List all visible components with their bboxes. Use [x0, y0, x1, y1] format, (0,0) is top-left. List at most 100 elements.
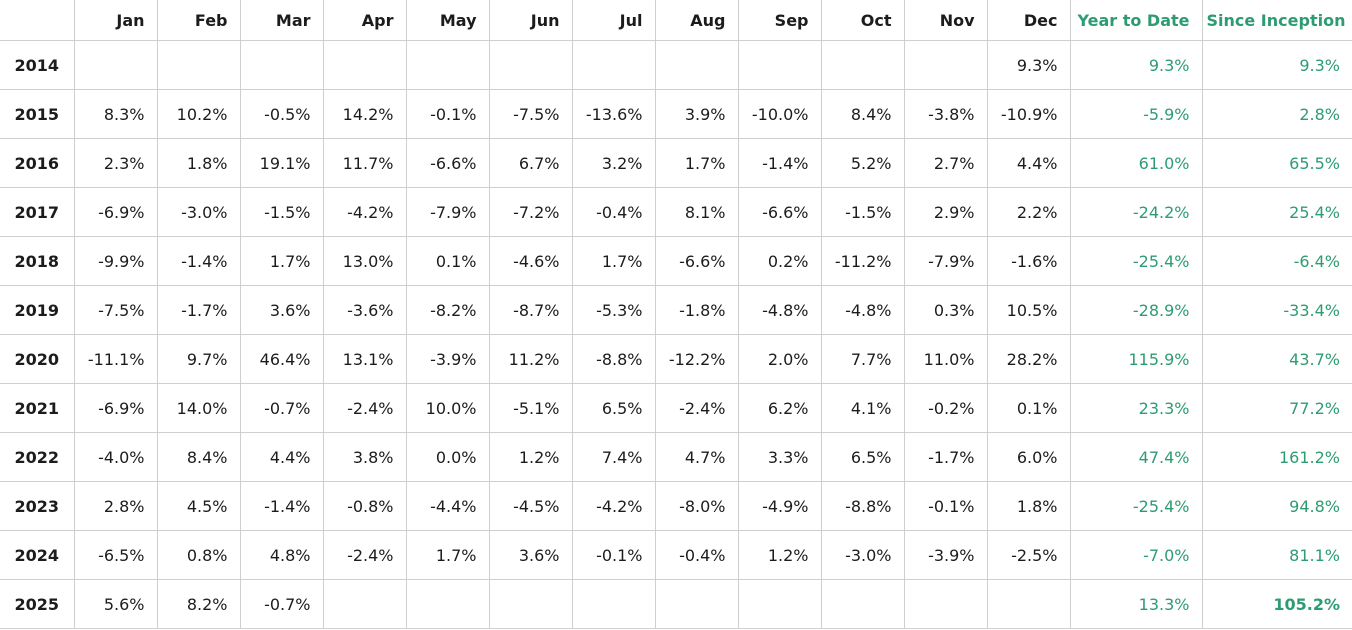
- cell-mar: 1.7%: [239, 236, 324, 286]
- cell-jan: [73, 40, 158, 90]
- header-jan: Jan: [73, 0, 158, 41]
- cell-year-to-date: -24.2%: [1069, 187, 1203, 237]
- year-cell: 2019: [0, 285, 75, 335]
- cell-year-to-date: -25.4%: [1069, 236, 1203, 286]
- cell-since-inception: -33.4%: [1201, 285, 1352, 335]
- year-cell: 2016: [0, 138, 75, 188]
- cell-apr: 13.1%: [322, 334, 407, 384]
- cell-feb: [156, 40, 241, 90]
- cell-dec: 1.8%: [986, 481, 1071, 531]
- cell-dec: 0.1%: [986, 383, 1071, 433]
- cell-since-inception: 9.3%: [1201, 40, 1352, 90]
- cell-sep: -6.6%: [737, 187, 822, 237]
- cell-feb: -1.7%: [156, 285, 241, 335]
- cell-jan: 5.6%: [73, 579, 158, 629]
- cell-oct: 8.4%: [820, 89, 905, 139]
- table-row: 2023 2.8% 4.5% -1.4% -0.8% -4.4% -4.5% -4.2% -8.…: [0, 481, 1352, 531]
- cell-sep: 6.2%: [737, 383, 822, 433]
- cell-apr: -0.8%: [322, 481, 407, 531]
- cell-dec: 6.0%: [986, 432, 1071, 482]
- cell-mar: 19.1%: [239, 138, 324, 188]
- cell-jun: -5.1%: [488, 383, 573, 433]
- cell-aug: -2.4%: [654, 383, 739, 433]
- cell-since-inception: -6.4%: [1201, 236, 1352, 286]
- cell-aug: 3.9%: [654, 89, 739, 139]
- cell-may: -4.4%: [405, 481, 490, 531]
- year-cell: 2014: [0, 40, 75, 90]
- cell-apr: [322, 40, 407, 90]
- year-cell: 2015: [0, 89, 75, 139]
- cell-mar: -0.5%: [239, 89, 324, 139]
- cell-feb: 1.8%: [156, 138, 241, 188]
- cell-year-to-date: 61.0%: [1069, 138, 1203, 188]
- cell-jul: -0.1%: [571, 530, 656, 580]
- year-cell: 2018: [0, 236, 75, 286]
- cell-apr: -3.6%: [322, 285, 407, 335]
- cell-year-to-date: 13.3%: [1069, 579, 1203, 629]
- cell-sep: 1.2%: [737, 530, 822, 580]
- cell-jul: [571, 579, 656, 629]
- cell-since-inception: 77.2%: [1201, 383, 1352, 433]
- cell-may: -0.1%: [405, 89, 490, 139]
- cell-mar: [239, 40, 324, 90]
- year-cell: 2025: [0, 579, 75, 629]
- table-row: 2018 -9.9% -1.4% 1.7% 13.0% 0.1% -4.6% 1.7% -6.6…: [0, 236, 1352, 286]
- cell-jan: 8.3%: [73, 89, 158, 139]
- cell-may: 0.1%: [405, 236, 490, 286]
- cell-aug: 8.1%: [654, 187, 739, 237]
- cell-mar: 4.8%: [239, 530, 324, 580]
- cell-oct: -1.5%: [820, 187, 905, 237]
- year-cell: 2017: [0, 187, 75, 237]
- cell-may: 0.0%: [405, 432, 490, 482]
- cell-year-to-date: 23.3%: [1069, 383, 1203, 433]
- cell-jan: -6.9%: [73, 187, 158, 237]
- cell-nov: 11.0%: [903, 334, 988, 384]
- cell-jun: 6.7%: [488, 138, 573, 188]
- header-nov: Nov: [903, 0, 988, 41]
- cell-may: 10.0%: [405, 383, 490, 433]
- table-row: 2017 -6.9% -3.0% -1.5% -4.2% -7.9% -7.2% -0.4% 8…: [0, 187, 1352, 237]
- cell-dec: [986, 579, 1071, 629]
- cell-sep: -10.0%: [737, 89, 822, 139]
- cell-feb: 10.2%: [156, 89, 241, 139]
- cell-oct: 4.1%: [820, 383, 905, 433]
- cell-dec: 9.3%: [986, 40, 1071, 90]
- cell-apr: -4.2%: [322, 187, 407, 237]
- cell-nov: -0.1%: [903, 481, 988, 531]
- cell-year-to-date: -25.4%: [1069, 481, 1203, 531]
- cell-oct: -11.2%: [820, 236, 905, 286]
- cell-year-to-date: 9.3%: [1069, 40, 1203, 90]
- cell-dec: 4.4%: [986, 138, 1071, 188]
- cell-mar: -0.7%: [239, 383, 324, 433]
- year-cell: 2023: [0, 481, 75, 531]
- cell-aug: -0.4%: [654, 530, 739, 580]
- cell-may: -3.9%: [405, 334, 490, 384]
- cell-jan: -7.5%: [73, 285, 158, 335]
- cell-jul: 1.7%: [571, 236, 656, 286]
- cell-nov: -0.2%: [903, 383, 988, 433]
- cell-feb: 8.2%: [156, 579, 241, 629]
- cell-may: 1.7%: [405, 530, 490, 580]
- header-year-to-date: Year to Date: [1069, 0, 1203, 41]
- header-apr: Apr: [322, 0, 407, 41]
- cell-jun: 11.2%: [488, 334, 573, 384]
- cell-sep: -4.8%: [737, 285, 822, 335]
- year-cell: 2024: [0, 530, 75, 580]
- cell-jan: -6.5%: [73, 530, 158, 580]
- corner-header: [0, 0, 75, 41]
- cell-jun: -7.5%: [488, 89, 573, 139]
- cell-may: [405, 579, 490, 629]
- cell-year-to-date: -5.9%: [1069, 89, 1203, 139]
- cell-since-inception: 25.4%: [1201, 187, 1352, 237]
- table-row: 2014 9.3% 9.3% 9.3%: [0, 40, 1352, 90]
- cell-apr: -2.4%: [322, 383, 407, 433]
- cell-sep: 2.0%: [737, 334, 822, 384]
- cell-jun: [488, 579, 573, 629]
- cell-nov: 2.7%: [903, 138, 988, 188]
- year-cell: 2022: [0, 432, 75, 482]
- header-sep: Sep: [737, 0, 822, 41]
- table-row: 2025 5.6% 8.2% -0.7% 13.3% 105.2%: [0, 579, 1352, 629]
- cell-aug: -1.8%: [654, 285, 739, 335]
- cell-dec: 10.5%: [986, 285, 1071, 335]
